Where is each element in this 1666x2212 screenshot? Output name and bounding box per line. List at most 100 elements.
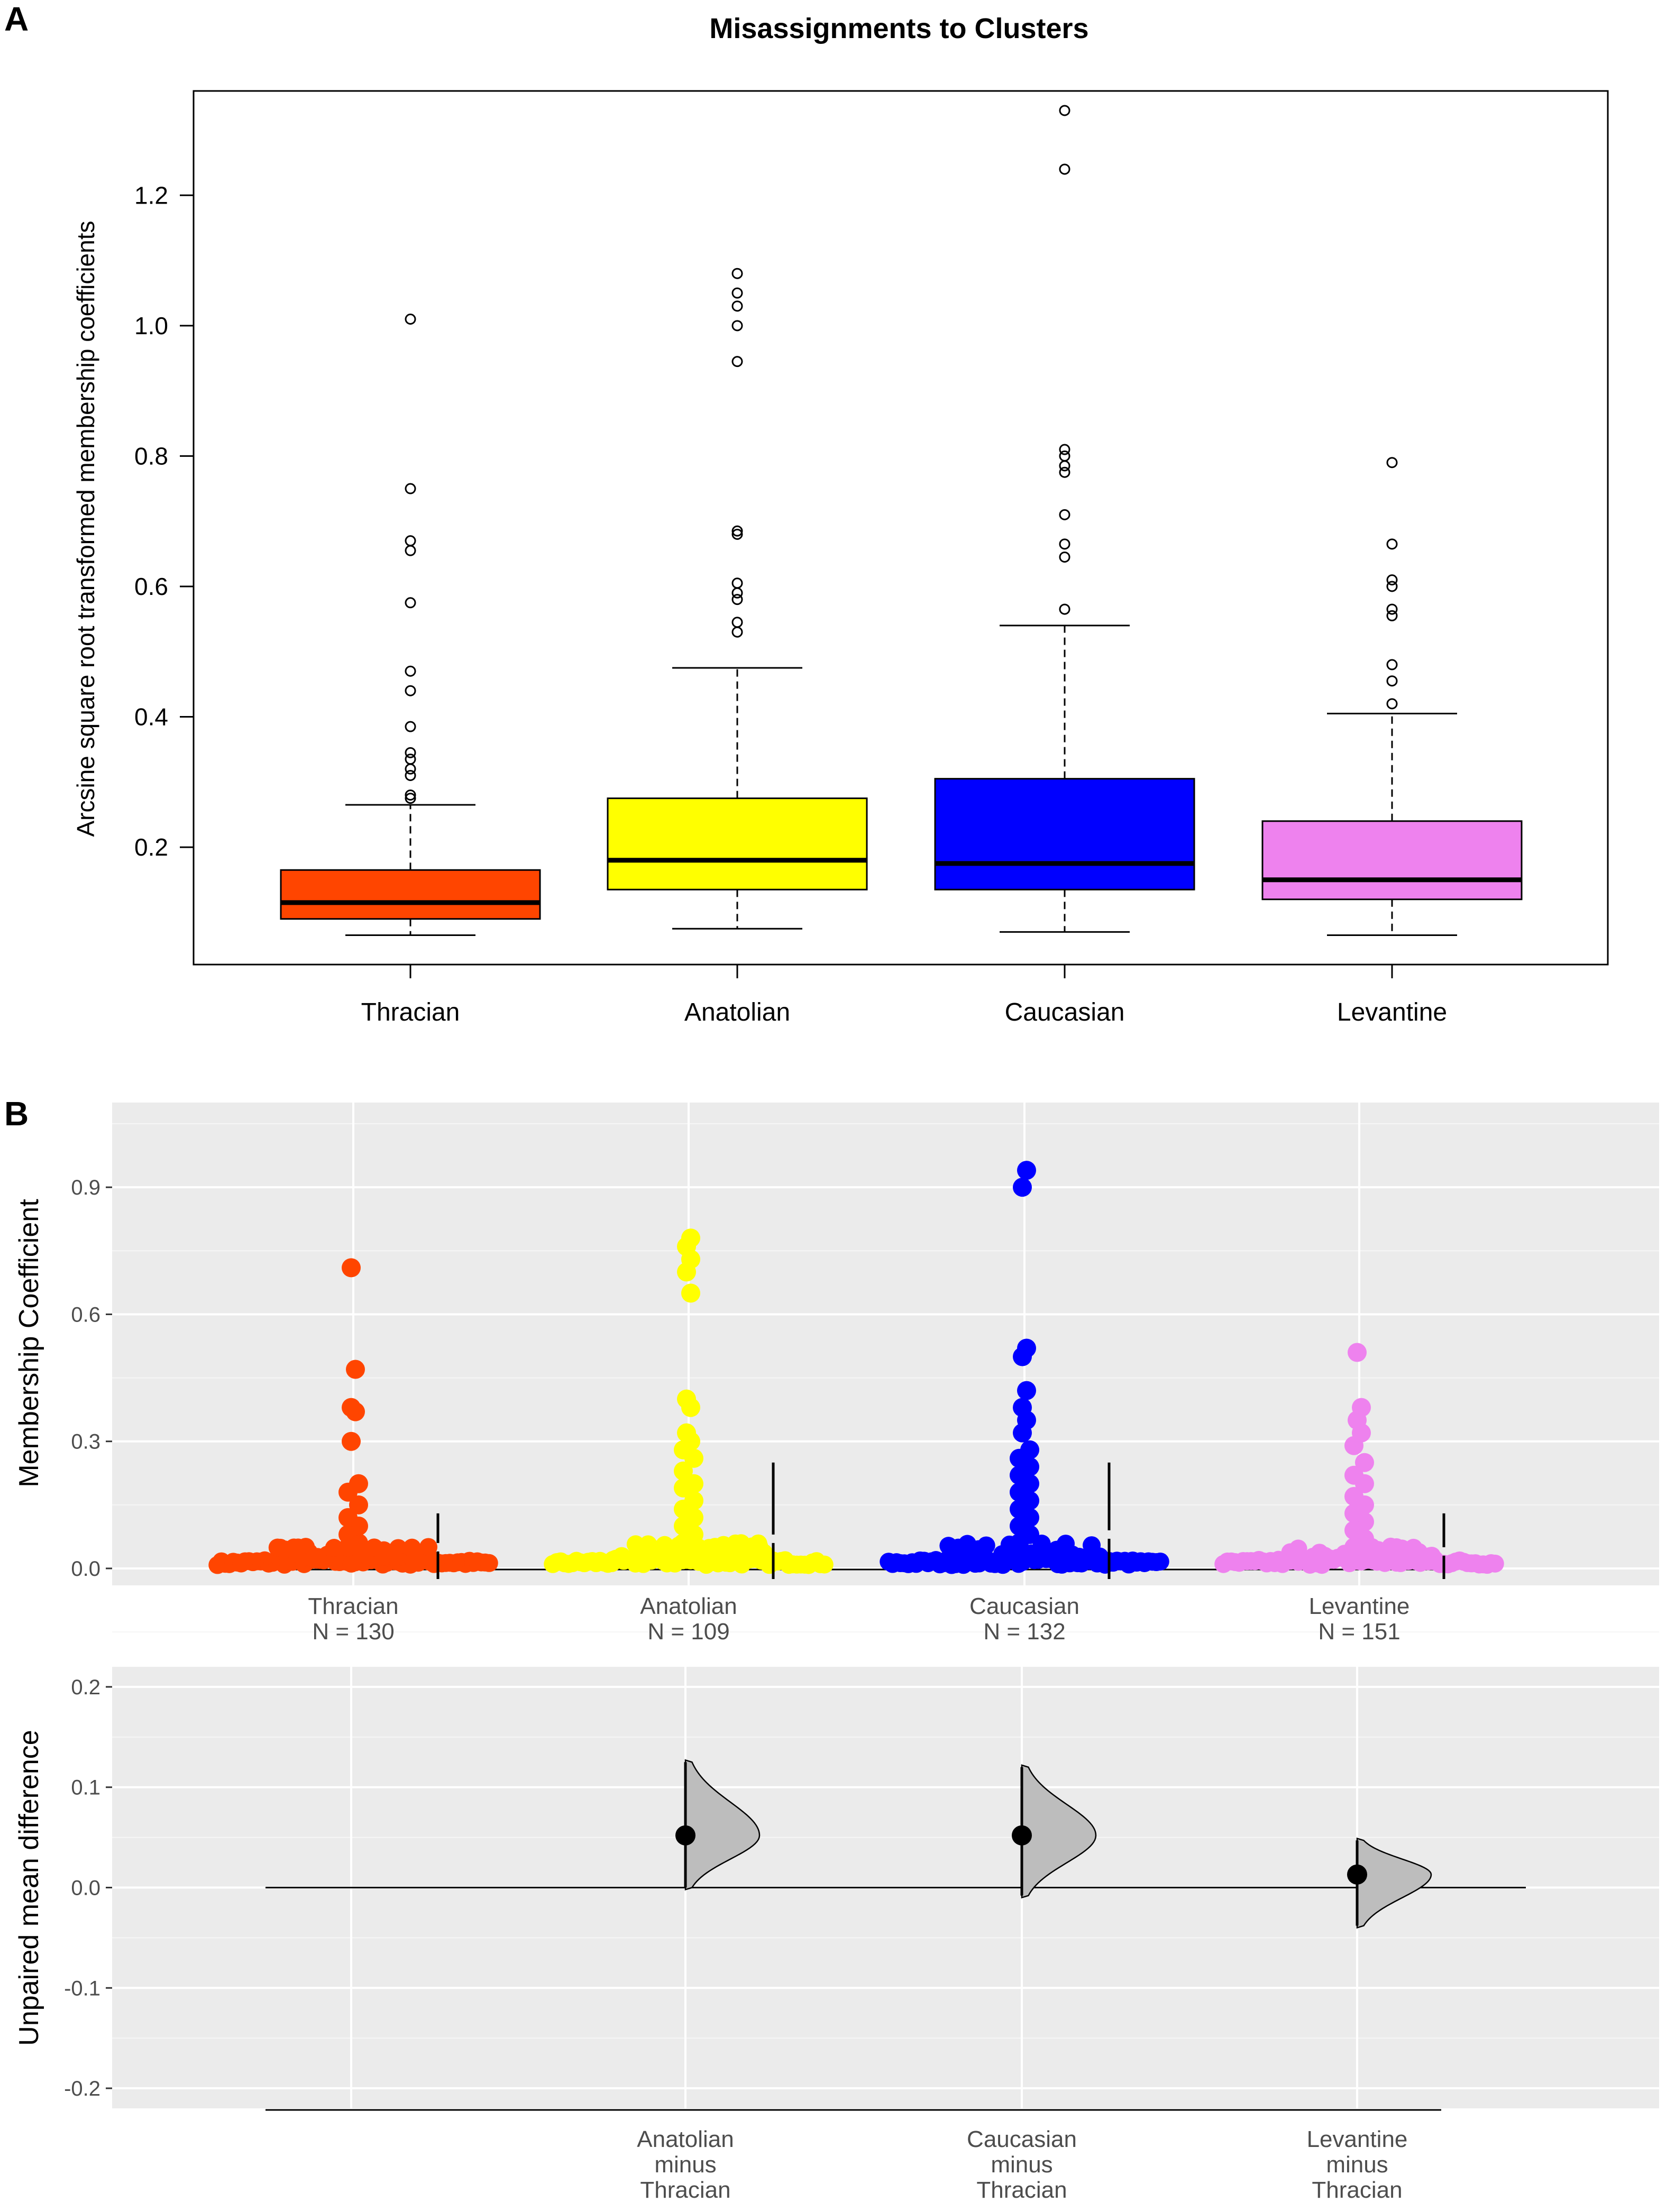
outlier-point: [1059, 538, 1070, 550]
x-tick-label: Anatolian: [640, 1593, 737, 1619]
outlier-point: [1386, 675, 1398, 687]
outlier-point: [1059, 163, 1070, 175]
data-point: [684, 1491, 703, 1510]
x-tick-label: Thracian: [1312, 2177, 1402, 2203]
y-tick-label: 0.3: [71, 1430, 100, 1454]
y-tick-label: 0.6: [134, 573, 168, 600]
y-axis: 0.0 0.3 0.6 0.9: [71, 1176, 112, 1581]
data-point: [1304, 1547, 1322, 1566]
data-point: [1063, 1545, 1082, 1564]
data-point: [1344, 1465, 1363, 1485]
outlier-point: [405, 747, 416, 758]
estimates: [675, 1759, 1432, 1929]
outlier-point: [1059, 603, 1070, 615]
y-tick-label: 1.0: [134, 312, 168, 339]
y-tick-label: -0.2: [64, 2077, 100, 2100]
membership-panel: Membership Coefficient 0.0 0.3 0.6 0.9 Thra…: [14, 1103, 1659, 1645]
y-tick-label: 0.1: [71, 1776, 100, 1800]
y-tick-label: 0.0: [71, 1877, 100, 1900]
outlier-point: [1386, 457, 1398, 469]
outlier-point: [405, 754, 416, 765]
outlier-point: [405, 793, 416, 804]
data-point: [1017, 1381, 1036, 1400]
data-point: [700, 1539, 718, 1557]
outlier-point: [1386, 698, 1398, 710]
y-axis-label: Unpaired mean difference: [14, 1730, 44, 2045]
outlier-point: [731, 287, 743, 299]
box-thracian: [280, 869, 541, 920]
data-point: [677, 1389, 696, 1409]
y-axis: 0.2 0.4 0.6 0.8 1.0 1.2: [134, 181, 195, 861]
x-tick-label: Caucasian: [967, 2126, 1077, 2152]
x-tick-label: Levantine: [1337, 998, 1447, 1026]
chart-title: Misassignments to Clusters: [709, 13, 1088, 44]
data-point: [658, 1549, 676, 1568]
outlier-point: [405, 597, 416, 609]
data-point: [342, 1431, 361, 1451]
outlier-point: [731, 525, 743, 537]
data-point: [1393, 1539, 1411, 1558]
outlier-point: [405, 313, 416, 325]
x-tick-label: minus: [654, 2152, 716, 2178]
y-tick-label: 0.8: [134, 442, 168, 470]
panel-a-letter: A: [4, 0, 29, 38]
outlier-point: [1386, 581, 1398, 592]
outlier-point: [731, 626, 743, 638]
outlier-point: [1386, 574, 1398, 586]
outlier-point: [405, 721, 416, 732]
outlier-point: [1059, 509, 1070, 520]
data-point: [1013, 1178, 1032, 1197]
data-point: [349, 1495, 368, 1515]
swarm-points: [208, 1161, 1504, 1579]
data-point: [1486, 1554, 1504, 1573]
data-point: [736, 1541, 755, 1559]
mean-difference-point: [675, 1825, 695, 1846]
data-point: [402, 1539, 421, 1557]
data-point: [677, 1423, 696, 1443]
mean-difference-point: [1012, 1825, 1032, 1846]
x-axis-labels: AnatolianminusThracianCaucasianminusThra…: [637, 2126, 1407, 2203]
y-tick-label: 0.0: [71, 1557, 100, 1581]
data-point: [815, 1555, 834, 1574]
x-tick-sample-size: N = 132: [983, 1619, 1065, 1645]
data-point: [1287, 1547, 1305, 1565]
x-axis: Thracian Anatolian Caucasian Levantine: [361, 963, 1447, 1026]
y-tick-label: -0.1: [64, 1977, 100, 2000]
x-tick-label: minus: [1326, 2152, 1388, 2178]
mean-difference-panel: Unpaired mean difference -0.2 -0.1 0.0 0.1 0…: [14, 1667, 1659, 2203]
data-point: [1091, 1547, 1109, 1566]
outlier-point: [731, 528, 743, 540]
x-tick-label: Levantine: [1309, 1593, 1410, 1619]
y-axis-label: Membership Coefficient: [14, 1199, 44, 1488]
x-tick-label: Thracian: [308, 1593, 398, 1619]
outlier-point: [405, 685, 416, 696]
outlier-point: [1059, 466, 1070, 478]
outlier-point: [731, 577, 743, 589]
data-point: [655, 1536, 674, 1554]
data-point: [419, 1538, 438, 1556]
data-point: [342, 1258, 361, 1278]
x-tick-sample-size: N = 130: [312, 1619, 394, 1645]
outlier-point: [731, 356, 743, 368]
data-point: [681, 1228, 700, 1248]
data-point: [1017, 1338, 1036, 1358]
box-anatolian: [607, 797, 868, 891]
y-tick-label: 0.2: [134, 833, 168, 861]
outlier-point: [405, 535, 416, 547]
data-point: [342, 1398, 361, 1417]
x-tick-label: Anatolian: [684, 998, 790, 1026]
x-tick-sample-size: N = 109: [647, 1619, 729, 1645]
data-point: [635, 1547, 653, 1565]
bootstrap-distribution: [1021, 1764, 1097, 1899]
data-point: [480, 1554, 498, 1572]
outlier-point: [405, 545, 416, 556]
outlier-point: [731, 594, 743, 605]
data-point: [681, 1283, 700, 1303]
outlier-point: [405, 483, 416, 494]
y-tick-label: 0.9: [71, 1176, 100, 1199]
data-point: [604, 1550, 623, 1569]
outlier-point: [1059, 444, 1070, 455]
outlier-point: [405, 665, 416, 677]
data-point: [346, 1360, 365, 1379]
